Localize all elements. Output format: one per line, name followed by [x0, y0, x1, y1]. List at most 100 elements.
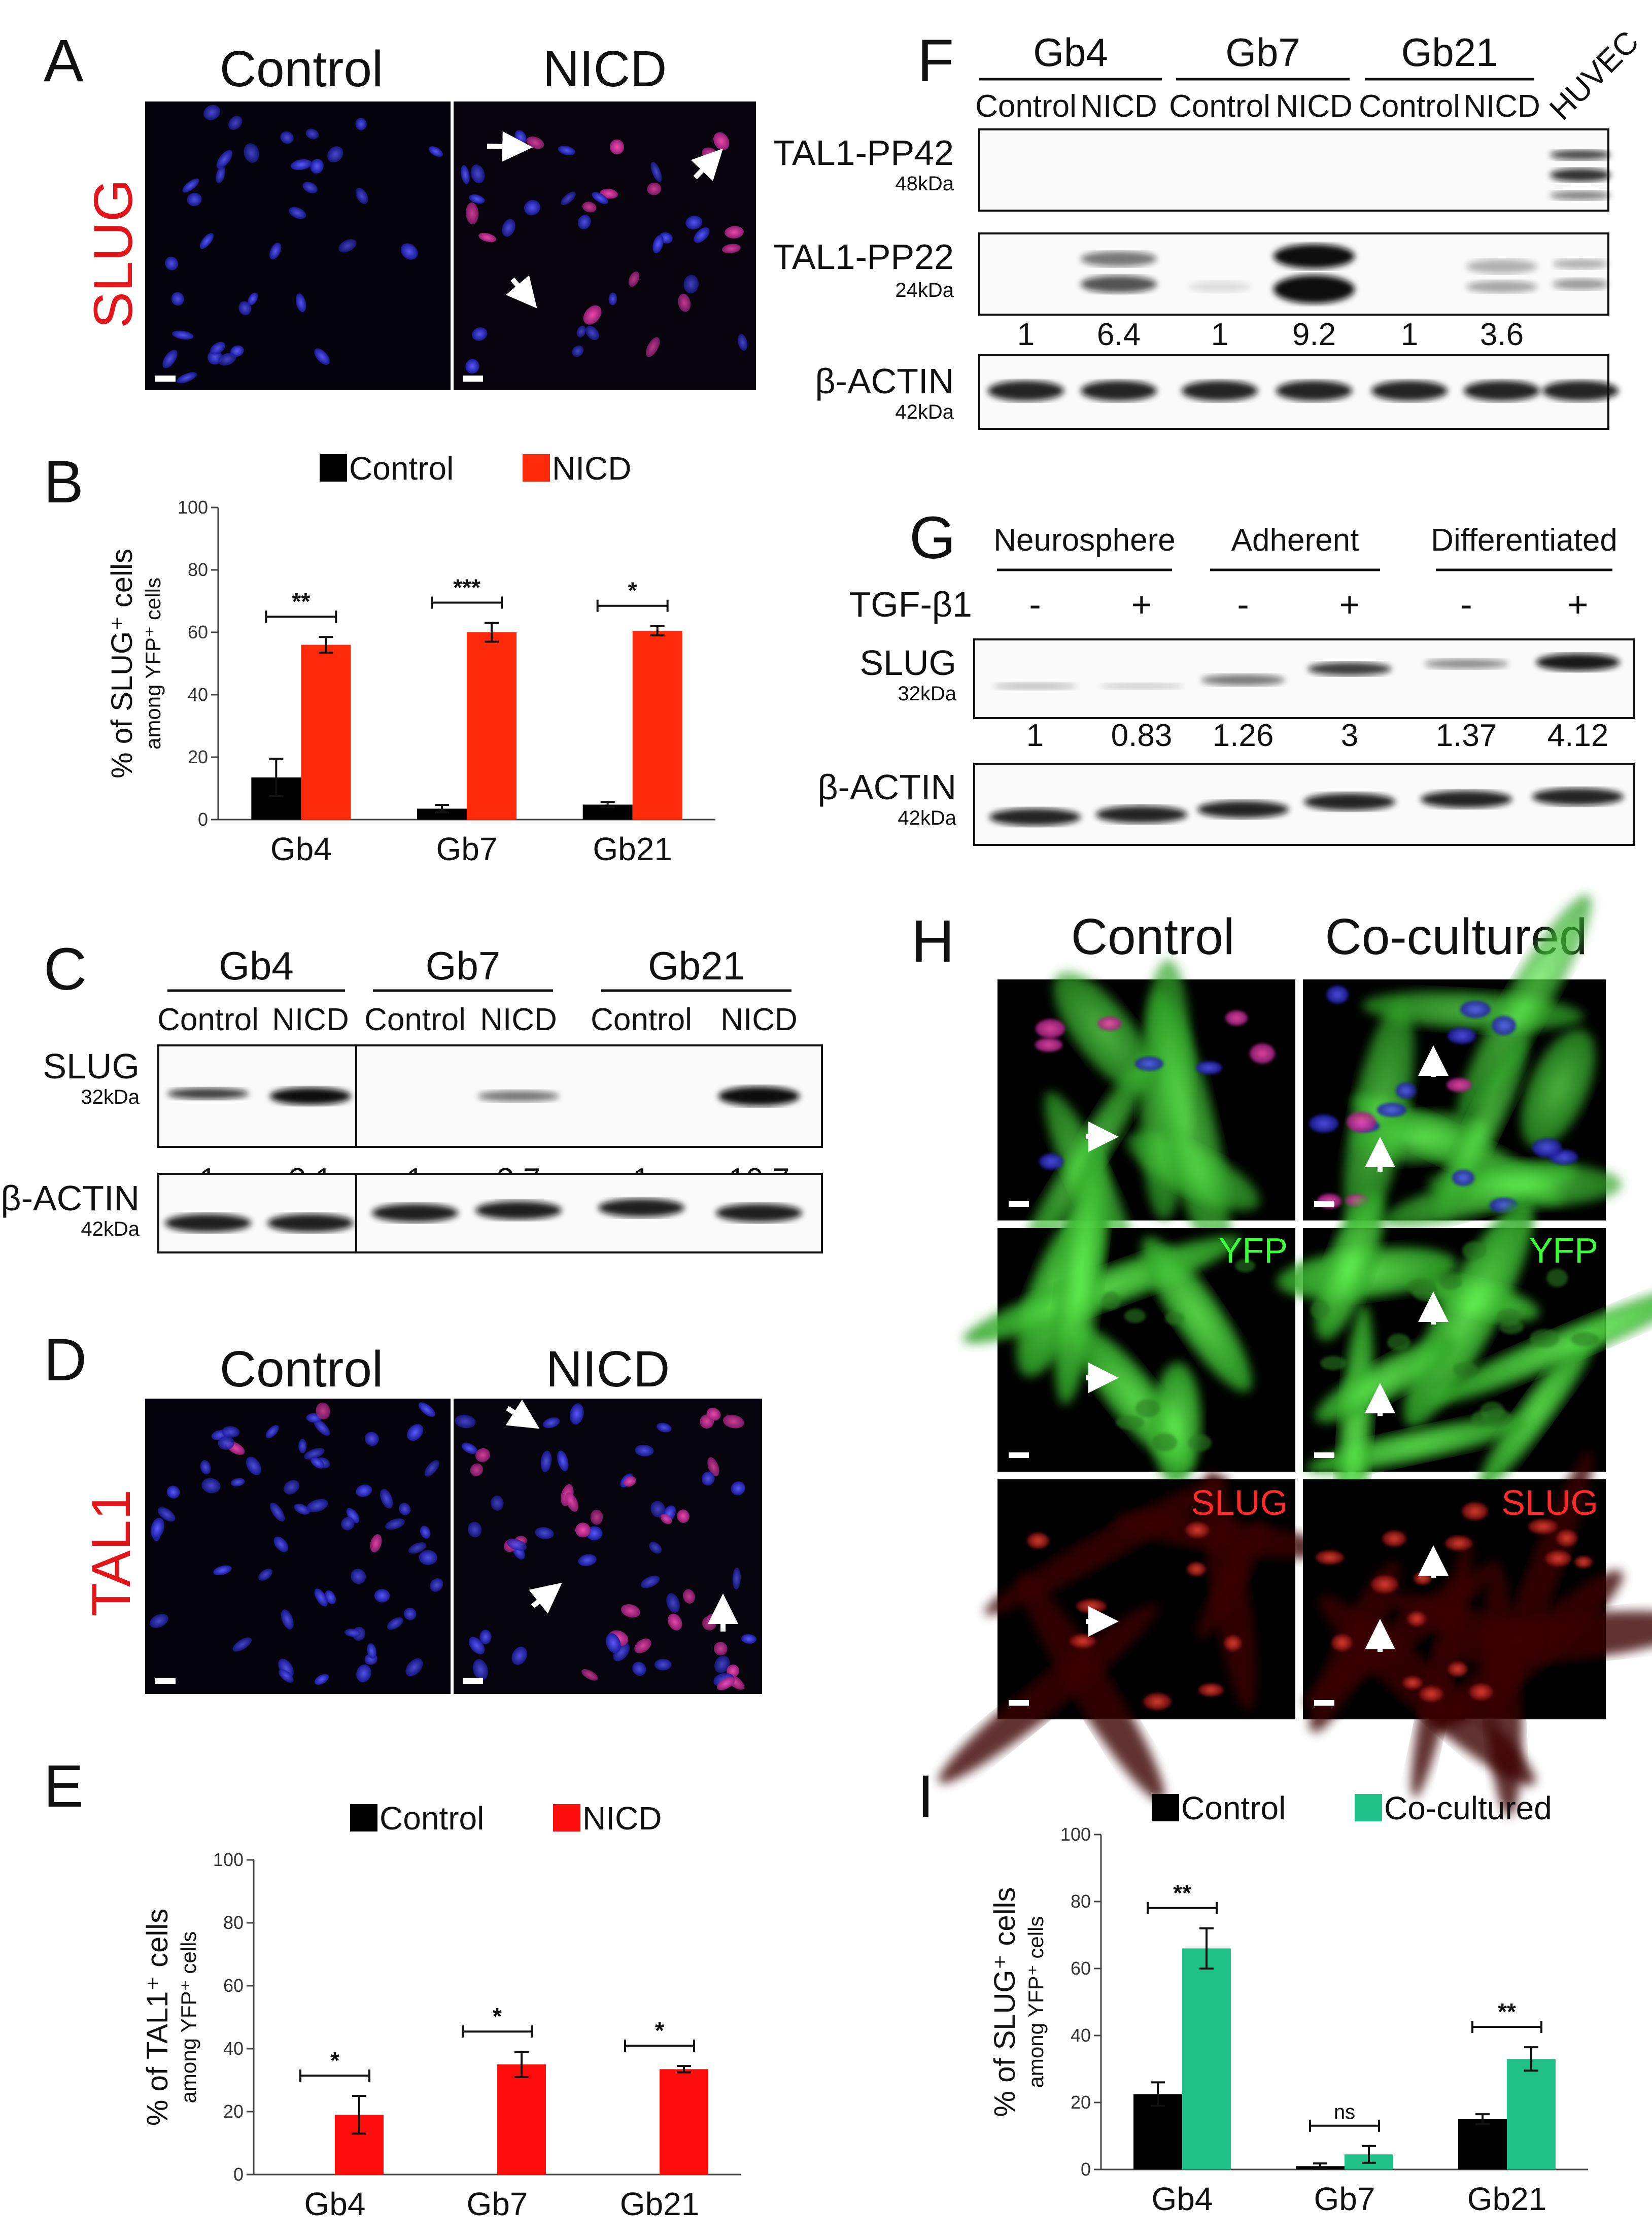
nucleus: [216, 150, 233, 169]
arrow-icon: [529, 1582, 562, 1614]
nucleus: [640, 1575, 660, 1588]
nucleus: [741, 1634, 756, 1644]
nucleus: [570, 1403, 584, 1424]
treatment-sign: -: [1029, 585, 1041, 624]
legend-label-0: Control: [1181, 1790, 1286, 1826]
legend-label-1: Co-cultured: [1384, 1790, 1552, 1826]
nucleus: [1320, 1356, 1347, 1370]
arrow-icon: [487, 131, 533, 162]
band: [167, 1088, 249, 1099]
cell-body: [1478, 1331, 1596, 1490]
band: [1536, 654, 1620, 671]
y-tick-label: 40: [1071, 2025, 1091, 2046]
legend-label-1: NICD: [552, 450, 631, 487]
nucleus-positive: [668, 1613, 682, 1631]
nucleus: [714, 1655, 730, 1673]
blot-membrane: [973, 763, 1635, 846]
nucleus: [346, 1508, 360, 1523]
nucleus: [314, 1419, 330, 1436]
band: [993, 683, 1077, 690]
band: [1553, 279, 1608, 290]
nuclei-d-control: [150, 1402, 443, 1685]
nucleus: [1185, 1522, 1210, 1538]
quant-value: 1.37: [1436, 718, 1497, 753]
nucleus: [355, 118, 367, 130]
nucleus: [310, 158, 324, 174]
cell-body: [1521, 1029, 1596, 1148]
quant-value: 9.2: [1292, 317, 1336, 352]
legend-swatch-1: [553, 1804, 580, 1831]
nucleus: [203, 105, 221, 120]
bar-Gb21-Control: [1458, 2119, 1507, 2169]
blot-name: SLUG: [859, 643, 956, 683]
cell-body: [1113, 1513, 1332, 1558]
significance-label: *: [493, 2003, 502, 2029]
nucleus-positive: [475, 1448, 490, 1463]
nucleus: [290, 159, 312, 171]
cell-body: [1457, 894, 1592, 1120]
blot-name: β-ACTIN: [815, 361, 954, 401]
nucleus: [1124, 1309, 1146, 1323]
treatment-sign: -: [1237, 585, 1249, 624]
nucleus: [635, 1444, 654, 1456]
band: [478, 1091, 559, 1102]
group-label: Gb4: [1033, 30, 1108, 75]
nucleus: [657, 1422, 672, 1433]
cell-layer: [1276, 1191, 1652, 1566]
nucleus: [1452, 1170, 1474, 1186]
significance-label: ns: [1334, 2101, 1355, 2123]
nucleus-positive: [678, 293, 691, 312]
nucleus: [1326, 986, 1349, 1004]
nucleus: [1530, 1329, 1559, 1347]
nucleus: [1528, 1519, 1558, 1534]
nucleus-positive: [624, 1476, 636, 1487]
nucleus: [1371, 1575, 1398, 1593]
group-label: Differentiated: [1431, 523, 1617, 558]
quant-value: 1: [1211, 317, 1228, 352]
nucleus: [1414, 1572, 1432, 1585]
nucleus: [314, 348, 330, 365]
panel-h: H Control Co-cultured YFP YFP SLUG SLUG: [911, 894, 1652, 1816]
scale-bar: [155, 1678, 176, 1684]
significance-label: *: [628, 578, 637, 604]
category-label: Gb7: [1314, 2181, 1375, 2217]
nucleus: [511, 1646, 528, 1665]
nucleus-positive: [470, 1463, 484, 1477]
nucleus: [1309, 1114, 1338, 1133]
chart-e: Control NICD 0 20 40 60 80 100 % of TAL1⁺ cells a…: [141, 1800, 741, 2222]
lane-label: Control: [975, 89, 1077, 124]
group-label: Adherent: [1231, 523, 1359, 558]
quant-value: 1: [1026, 718, 1044, 753]
nucleus: [356, 1484, 372, 1497]
blot-name: SLUG: [43, 1046, 140, 1086]
nucleus: [592, 192, 608, 205]
lane-label: NICD: [1276, 89, 1353, 124]
nucleus: [400, 243, 418, 260]
nucleus-positive: [575, 1522, 591, 1538]
nucleus: [606, 1633, 621, 1653]
legend-swatch-1: [1355, 1794, 1382, 1821]
channel-label-slug: SLUG: [1191, 1483, 1288, 1522]
nucleus: [305, 128, 319, 140]
lane-label: Control: [591, 1002, 692, 1037]
nucleus: [731, 1481, 745, 1496]
nucleus: [491, 1496, 504, 1511]
nucleus: [345, 1629, 361, 1637]
panel-c: C Gb4 Gb7 Gb21 Control NICD Control NICD Contro…: [1, 936, 823, 1253]
nucleus: [1143, 1693, 1172, 1710]
lane-label: Control: [364, 1002, 466, 1037]
nucleus: [1188, 1434, 1212, 1451]
nucleus: [289, 207, 306, 219]
micrograph-a-control: [145, 101, 451, 390]
nucleus: [171, 292, 184, 306]
band: [1081, 381, 1157, 401]
chart-b: Control NICD 0 20 40 60 80 100 % of SLUG⁺ cells a…: [106, 450, 715, 867]
nucleus: [467, 1521, 482, 1538]
panel-h-title-control: Control: [1071, 908, 1234, 965]
nucleus: [374, 1589, 390, 1603]
nucleus: [177, 372, 197, 384]
quant-value: 4.12: [1547, 718, 1609, 753]
nucleus: [1027, 1533, 1049, 1549]
y-tick-label: 20: [1071, 2092, 1091, 2113]
